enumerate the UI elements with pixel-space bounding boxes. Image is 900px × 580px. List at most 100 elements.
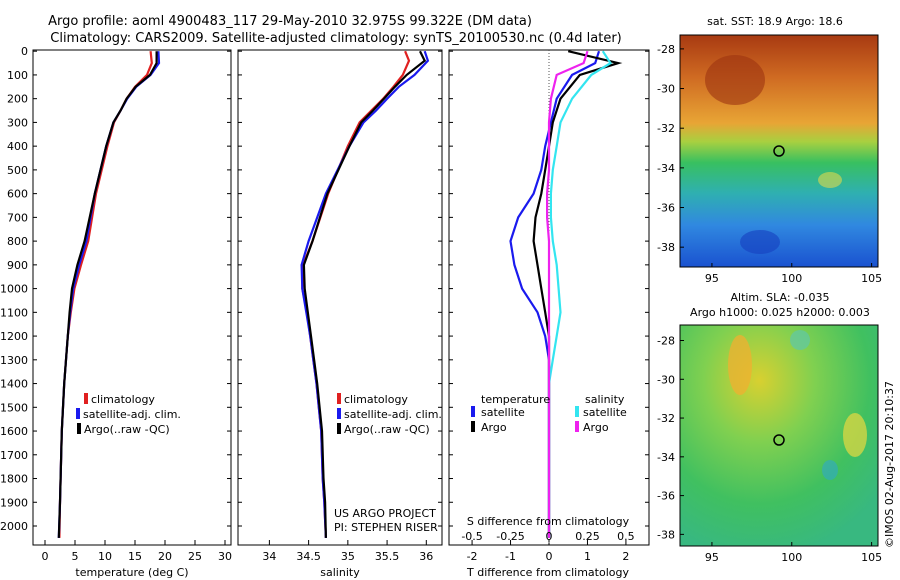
lon-tick-label: 105 (861, 551, 882, 564)
legend-swatch-satellite (76, 408, 80, 419)
lat-tick-label: -36 (657, 202, 675, 215)
credit-project: US ARGO PROJECT (334, 507, 436, 520)
legend-sal-satellite: satellite (583, 406, 627, 419)
legend-climatology: climatology (344, 393, 408, 406)
series-line-salinity-argo (545, 50, 589, 538)
depth-tick-label: 1300 (0, 354, 28, 367)
depth-axis: 0 100 200 300 400 500 600 700 800 900 1000 1100 1200… (0, 45, 28, 533)
sla-low-patch (822, 460, 838, 480)
x-tick-label: 1 (584, 550, 591, 563)
legend-satellite: satellite-adj. clim. (83, 408, 181, 421)
s-diff-tick-label: 0 (546, 530, 553, 543)
sla-patch (843, 413, 867, 457)
s-diff-tick-label: -0.25 (496, 530, 524, 543)
lat-tick-label: -34 (657, 451, 675, 464)
lon-tick-label: 100 (781, 551, 802, 564)
legend-temp-satellite: satellite (481, 406, 525, 419)
s-difference-ticks: -0.5 -0.25 0 0.25 0.5 (461, 530, 634, 543)
legend-swatch-argo (77, 423, 81, 434)
sst-warm-patch (705, 55, 765, 105)
lat-tick-label: -28 (657, 335, 675, 348)
depth-tick-label: 200 (7, 93, 28, 106)
legend-swatch-argo (337, 423, 341, 434)
legend-argo: Argo(..raw -QC) (84, 423, 170, 436)
lat-tick-label: -38 (657, 528, 675, 541)
legend-temperature-heading: temperature (481, 393, 550, 406)
series-line-argo-raw-qc- (57, 51, 158, 538)
legend-argo: Argo(..raw -QC) (344, 423, 430, 436)
lat-tick-label: -32 (657, 122, 675, 135)
imos-watermark: ©IMOS 02-Aug-2017 20:10:37 (883, 381, 896, 548)
series-line-argo-raw-qc- (302, 50, 427, 538)
lat-tick-label: -32 (657, 412, 675, 425)
depth-tick-label: 1600 (0, 425, 28, 438)
legend-satellite: satellite-adj. clim. (344, 408, 442, 421)
x-tick-label: 35.5 (375, 550, 400, 563)
lat-tick-label: -34 (657, 162, 675, 175)
lon-tick-label: 95 (705, 551, 719, 564)
legend-swatch-satellite (337, 408, 341, 419)
legend-temp-argo: Argo (481, 421, 507, 434)
argo-position-marker (773, 434, 785, 446)
sst-cold-patch (740, 230, 780, 254)
depth-tick-label: 1200 (0, 330, 28, 343)
legend-swatch-temp-argo (471, 421, 475, 432)
series-line-climatology (301, 50, 411, 538)
lat-tick-label: -30 (657, 83, 675, 96)
salinity-xlabel: salinity (320, 566, 360, 579)
depth-tick-label: 400 (7, 140, 28, 153)
series-line-salinity-satellite (547, 50, 613, 538)
lon-tick-label: 105 (861, 272, 882, 285)
legend-swatch-climatology (84, 393, 88, 404)
depth-tick-label: 600 (7, 188, 28, 201)
legend-climatology: climatology (91, 393, 155, 406)
series-line-temperature-satellite (509, 50, 601, 538)
sst-patch (818, 172, 842, 188)
x-tick-label: 34.5 (296, 550, 321, 563)
argo-position-marker (773, 145, 785, 157)
salinity-legend: climatology satellite-adj. clim. Argo(..… (337, 393, 442, 436)
difference-plot: -2 -1 0 1 2 (449, 50, 649, 563)
legend-swatch-climatology (337, 393, 341, 404)
x-tick-label: 10 (98, 550, 112, 563)
sla-map-ticks: -28 -30 -32 -34 -36 -38 95 100 105 (657, 335, 882, 564)
legend-swatch-sal-argo (575, 421, 579, 432)
x-tick-label: 30 (218, 550, 232, 563)
sst-title: sat. SST: 18.9 Argo: 18.6 (707, 15, 843, 28)
depth-tick-label: 800 (7, 235, 28, 248)
x-tick-label: 0 (546, 550, 553, 563)
depth-tick-label: 900 (7, 259, 28, 272)
x-tick-label: 34 (262, 550, 276, 563)
lon-tick-label: 100 (781, 272, 802, 285)
credit-pi: PI: STEPHEN RISER (334, 521, 438, 534)
temperature-xlabel: temperature (deg C) (75, 566, 188, 579)
x-tick-label: 25 (188, 550, 202, 563)
title-line-2: Climatology: CARS2009. Satellite-adjuste… (50, 31, 622, 46)
depth-tick-label: 1000 (0, 283, 28, 296)
lat-tick-label: -28 (657, 43, 675, 56)
x-tick-label: 5 (72, 550, 79, 563)
s-diff-tick-label: -0.5 (461, 530, 482, 543)
depth-tick-label: 2000 (0, 520, 28, 533)
x-tick-label: -2 (467, 550, 478, 563)
x-tick-label: 20 (158, 550, 172, 563)
argo-height-title: Argo h1000: 0.025 h2000: 0.003 (690, 306, 870, 319)
depth-tick-label: 1400 (0, 378, 28, 391)
lon-tick-label: 95 (705, 272, 719, 285)
title-line-1: Argo profile: aoml 4900483_117 29-May-20… (48, 14, 532, 29)
depth-tick-label: 1100 (0, 306, 28, 319)
depth-tick-label: 300 (7, 116, 28, 129)
depth-tick-label: 100 (7, 69, 28, 82)
x-tick-label: 35 (341, 550, 355, 563)
sla-low-patch (790, 330, 810, 350)
sst-map-ticks: -28 -30 -32 -34 -36 -38 95 100 105 (657, 43, 882, 285)
difference-legend: temperature salinity satellite Argo sate… (471, 393, 627, 434)
temperature-legend: climatology satellite-adj. clim. Argo(..… (76, 393, 181, 436)
lat-tick-label: -36 (657, 490, 675, 503)
s-difference-label: S difference from climatology (467, 515, 630, 528)
depth-tick-label: 1700 (0, 449, 28, 462)
legend-sal-argo: Argo (583, 421, 609, 434)
x-tick-label: 15 (128, 550, 142, 563)
depth-tick-label: 500 (7, 164, 28, 177)
